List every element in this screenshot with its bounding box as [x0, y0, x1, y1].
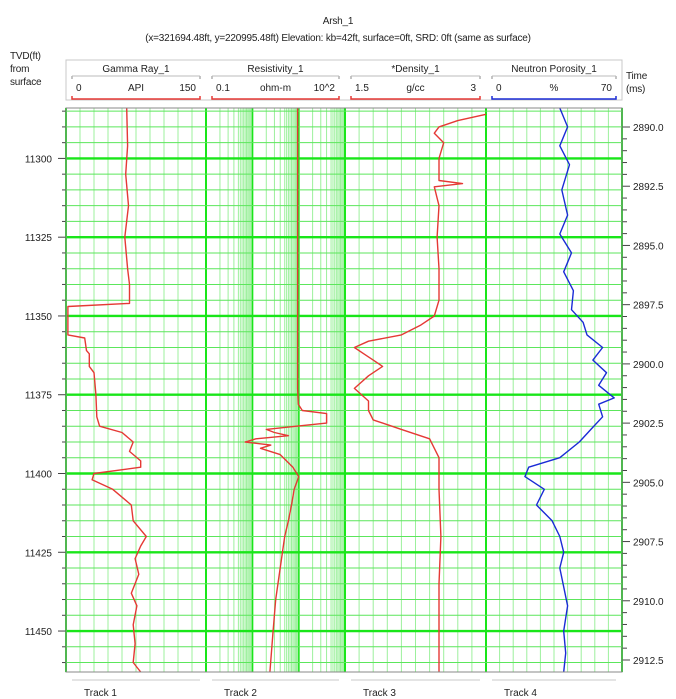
time-axis-title-line: (ms): [626, 84, 646, 95]
depth-grid: [66, 110, 622, 664]
track-2: Resistivity_1 0.1 ohm-m 10^2 Track 2: [211, 64, 340, 699]
depth-tick-label: 11300: [25, 154, 53, 165]
time-tick-label: 2895.0: [633, 241, 664, 252]
depth-tick-label: 11400: [25, 469, 53, 480]
log-curve: [524, 107, 615, 673]
time-axis: 2890.0 2892.5 2895.0 2897.5 2900.0 2902.5 2905…: [621, 108, 664, 672]
track-name: Track 1: [84, 688, 117, 699]
depth-axis: 11300 11325 11350 11375 11400 11425 11450: [25, 108, 67, 672]
time-tick-label: 2900.0: [633, 360, 664, 371]
track-1: Gamma Ray_1 0 API 150 Track 1: [67, 64, 201, 699]
time-tick-label: 2892.5: [633, 182, 664, 193]
log-curve: [67, 107, 147, 673]
depth-axis-title-line: from: [10, 64, 30, 75]
scale-color-bar: [211, 96, 340, 100]
scale-min-label: 1.5: [355, 83, 369, 94]
scale-max-label: 150: [179, 83, 196, 94]
track-headers: [65, 59, 623, 101]
scale-min-label: 0: [496, 83, 502, 94]
scale-unit-label: ohm-m: [260, 83, 291, 94]
plot-frame: [65, 107, 623, 673]
header-frame: [65, 59, 623, 101]
scale-min-label: 0.1: [216, 83, 230, 94]
scale-max-label: 70: [601, 83, 613, 94]
track-3: *Density_1 1.5 g/cc 3 Track 3: [350, 64, 487, 699]
track-name: Track 4: [504, 688, 537, 699]
plot-title: Arsh_1: [322, 16, 354, 27]
log-curve: [244, 108, 328, 673]
track-name: Track 3: [363, 688, 396, 699]
curve-name: Gamma Ray_1: [102, 64, 170, 75]
depth-tick-label: 11375: [25, 391, 53, 402]
time-tick-label: 2912.5: [633, 656, 664, 667]
track-4: Neutron Porosity_1 0% 70 Track 4: [491, 64, 617, 699]
depth-tick-label: 11425: [25, 548, 53, 559]
log-curve: [353, 113, 487, 672]
time-tick-label: 2902.5: [633, 419, 664, 430]
time-tick-label: 2907.5: [633, 538, 664, 549]
curve-name: Resistivity_1: [247, 64, 304, 75]
scale-min-label: 0: [76, 83, 82, 94]
depth-axis-title: TVD(ft) from surface: [10, 50, 42, 89]
time-tick-label: 2905.0: [633, 478, 664, 489]
scale-color-bar: [71, 96, 201, 100]
scale-unit-label: API: [128, 83, 144, 94]
scale-max-label: 10^2: [314, 83, 336, 94]
scale-color-bar: [350, 96, 481, 100]
scale-unit-label: g/cc: [406, 83, 424, 94]
curve-name: *Density_1: [391, 64, 440, 75]
scale-color-bar: [491, 96, 617, 100]
depth-axis-title-line: surface: [10, 77, 42, 88]
time-axis-title: Time (ms): [626, 70, 647, 96]
depth-tick-label: 11325: [25, 233, 53, 244]
time-tick-label: 2890.0: [633, 123, 664, 134]
curve-name: Neutron Porosity_1: [511, 64, 597, 75]
time-tick-label: 2910.0: [633, 597, 664, 608]
scale-unit-label: %: [550, 83, 559, 94]
depth-tick-label: 11350: [25, 312, 53, 323]
time-axis-title-line: Time: [626, 71, 648, 82]
plot-subtitle: (x=321694.48ft, y=220995.48ft) Elevation…: [145, 33, 531, 44]
depth-axis-title-line: TVD(ft): [10, 51, 41, 62]
scale-max-label: 3: [470, 83, 476, 94]
track-name: Track 2: [224, 688, 257, 699]
time-tick-label: 2897.5: [633, 301, 664, 312]
depth-tick-label: 11450: [25, 627, 53, 638]
